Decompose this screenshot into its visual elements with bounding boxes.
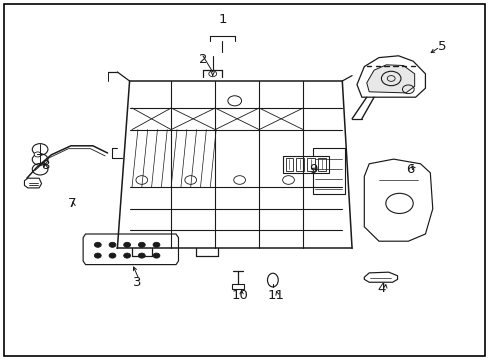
Circle shape (109, 253, 116, 258)
Ellipse shape (267, 273, 278, 287)
Polygon shape (364, 272, 397, 282)
Text: 3: 3 (132, 276, 141, 289)
Bar (296, 158, 304, 171)
Circle shape (34, 152, 41, 157)
Text: 6: 6 (406, 163, 414, 176)
Text: 2: 2 (198, 53, 207, 66)
Polygon shape (83, 234, 178, 265)
Text: 4: 4 (376, 282, 385, 294)
Bar (317, 158, 325, 171)
Circle shape (138, 242, 145, 247)
Polygon shape (356, 56, 425, 97)
Circle shape (153, 242, 160, 247)
Circle shape (123, 253, 130, 258)
Circle shape (153, 253, 160, 258)
Text: 11: 11 (267, 289, 284, 302)
Circle shape (138, 253, 145, 258)
Text: 1: 1 (218, 13, 226, 26)
Circle shape (109, 242, 116, 247)
Circle shape (123, 242, 130, 247)
Text: 5: 5 (437, 40, 446, 53)
Bar (231, 284, 243, 289)
Bar (312, 148, 344, 194)
Circle shape (94, 253, 101, 258)
Text: 7: 7 (68, 197, 77, 210)
Bar (306, 158, 314, 171)
Circle shape (94, 242, 101, 247)
Bar (285, 158, 293, 171)
Polygon shape (364, 159, 432, 241)
Polygon shape (24, 178, 41, 188)
Bar (282, 156, 328, 173)
Text: 8: 8 (41, 159, 49, 172)
Text: 10: 10 (231, 289, 247, 302)
Text: 9: 9 (308, 163, 317, 176)
Polygon shape (366, 65, 414, 93)
